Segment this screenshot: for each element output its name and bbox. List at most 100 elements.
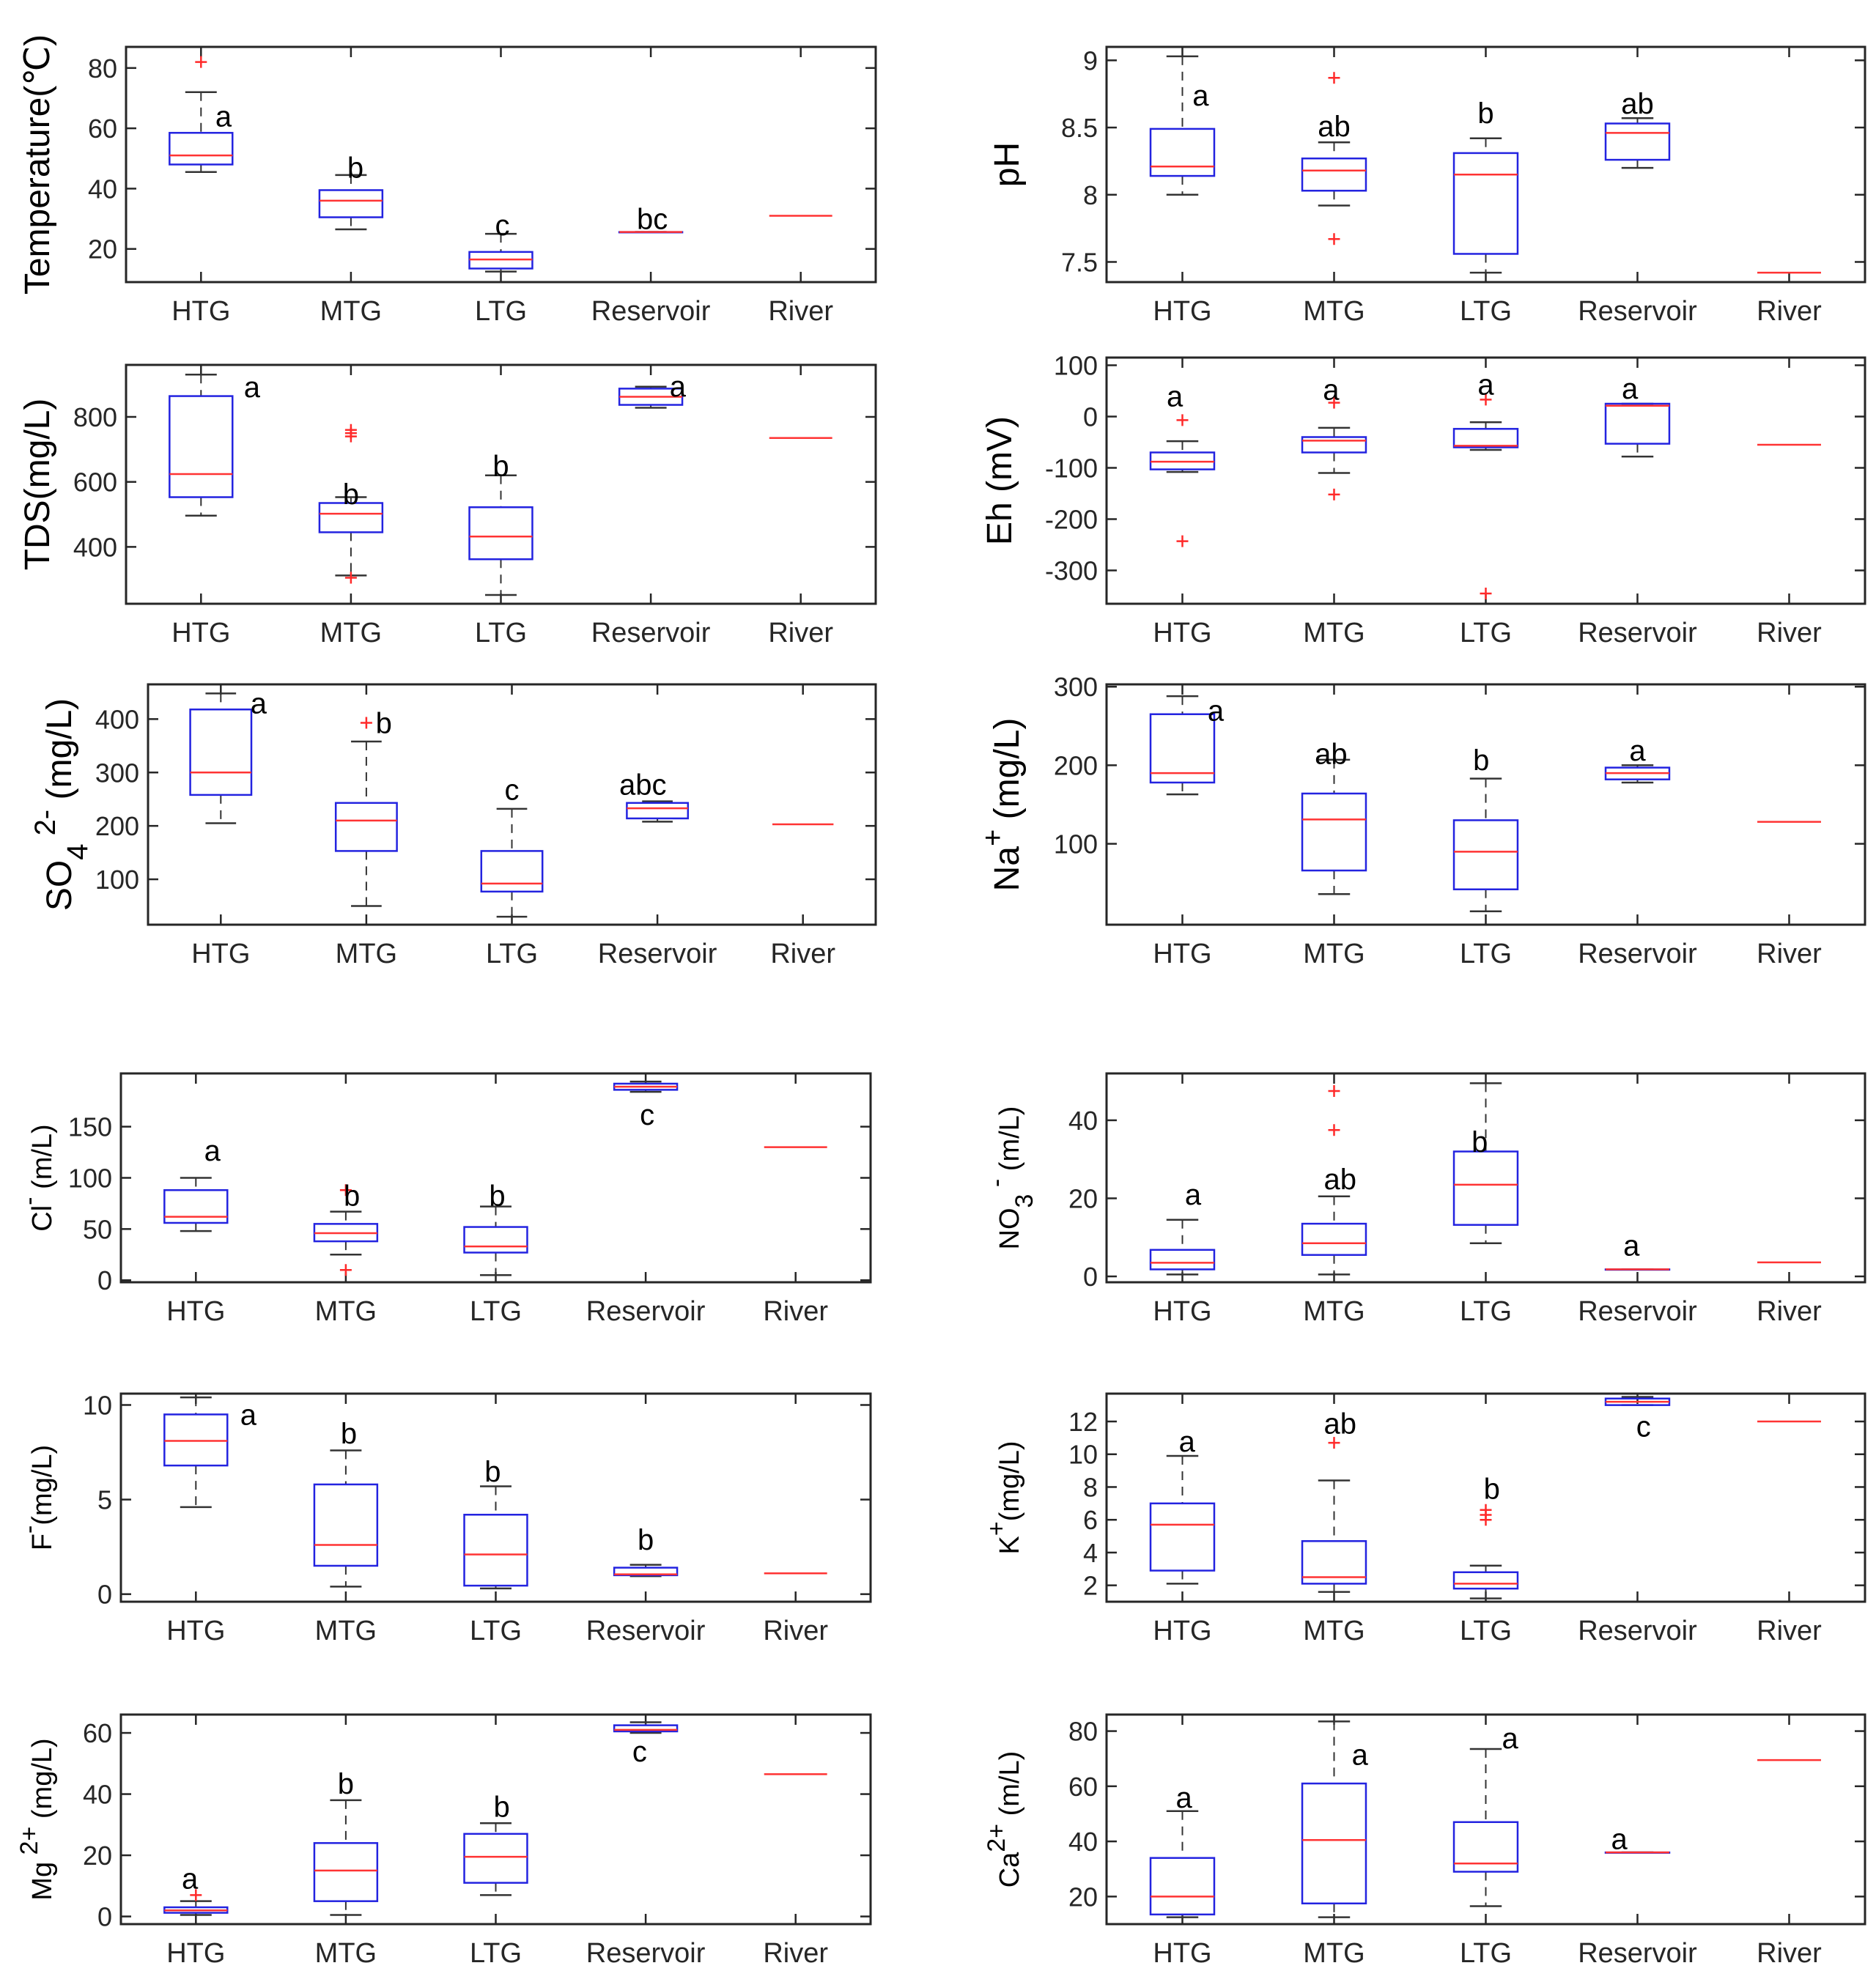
outlier-marker	[190, 1889, 202, 1901]
x-tick-label: LTG	[1460, 296, 1512, 327]
outlier-marker	[1480, 393, 1492, 406]
x-tick-label: River	[763, 1296, 828, 1327]
significance-letter: c	[495, 210, 510, 242]
outlier-marker	[1480, 588, 1492, 599]
x-tick-label: LTG	[470, 1296, 522, 1327]
iqr-box	[1452, 1571, 1519, 1590]
x-tick-label: MTG	[315, 1616, 377, 1646]
y-axis-label: Cl- (m/L)	[15, 1124, 58, 1231]
y-tick-label: 60	[1068, 1772, 1098, 1802]
x-tick-label: Reservoir	[1578, 1296, 1697, 1327]
box-reservoir	[1604, 117, 1671, 169]
outlier-marker	[1328, 396, 1340, 409]
significance-letter: a	[1185, 1179, 1202, 1211]
panel-ph: 7.5 8 8.5 9 HTG MTG LTG Reservoir River a ab b ab pH	[988, 45, 1866, 327]
outlier-marker	[1480, 1514, 1492, 1526]
y-axis-label: F-(mg/L)	[15, 1445, 58, 1550]
significance-letter: a	[1179, 1426, 1196, 1458]
x-tick-label: Reservoir	[1578, 618, 1697, 648]
axes-frame	[1105, 45, 1866, 284]
outlier-marker	[1328, 488, 1340, 500]
y-tick-label: 7.5	[1061, 247, 1098, 277]
panel-f-mg-l: 0 5 10 HTG MTG LTG Reservoir River a b b b F-(mg/L)	[15, 1390, 872, 1646]
significance-letter: b	[338, 1768, 354, 1800]
box-ltg	[468, 474, 533, 596]
significance-letter: a	[670, 371, 687, 403]
x-tick-label: HTG	[171, 296, 230, 327]
y-tick-label: 0	[1083, 1262, 1098, 1292]
outlier-marker	[344, 572, 357, 584]
iqr-box	[1301, 1782, 1367, 1905]
x-tick-label: River	[768, 296, 833, 327]
y-tick-label: 10	[83, 1390, 112, 1420]
box-htg	[1149, 1219, 1216, 1276]
y-tick-label: 8.5	[1061, 113, 1098, 143]
iqr-box	[1149, 1249, 1216, 1271]
significance-letter: b	[1473, 744, 1489, 777]
x-tick-label: MTG	[336, 939, 397, 969]
y-tick-label: 60	[83, 1718, 112, 1748]
y-tick-label: 200	[95, 811, 139, 841]
axes-frame	[119, 1392, 872, 1603]
box-reservoir	[1604, 1396, 1671, 1406]
x-tick-label: River	[1757, 939, 1822, 969]
iqr-box	[1149, 713, 1216, 784]
box-reservoir	[618, 385, 684, 409]
significance-letter: a	[1502, 1723, 1518, 1755]
y-tick-label: 0	[97, 1902, 112, 1932]
iqr-box	[468, 506, 533, 561]
x-tick-label: MTG	[1303, 1616, 1364, 1646]
x-tick-label: Reservoir	[586, 1296, 706, 1327]
x-tick-label: HTG	[1153, 296, 1211, 327]
iqr-box	[626, 802, 690, 820]
box-htg	[189, 692, 253, 824]
outlier-marker	[1328, 1437, 1340, 1449]
iqr-box	[1452, 819, 1519, 891]
significance-letter: a	[240, 1399, 257, 1431]
significance-letter: a	[1477, 369, 1494, 401]
iqr-box	[1452, 1150, 1519, 1226]
y-tick-label: 300	[95, 758, 139, 788]
outlier-marker	[1176, 414, 1189, 426]
y-tick-label: 4	[1083, 1538, 1098, 1568]
y-tick-label: 12	[1068, 1407, 1098, 1437]
significance-letter: a	[1352, 1739, 1369, 1772]
box-reservoir	[1604, 402, 1671, 458]
y-tick-label: 150	[68, 1112, 112, 1142]
iqr-box	[463, 1833, 528, 1884]
significance-letter: b	[494, 1791, 510, 1823]
x-tick-label: MTG	[1303, 1938, 1364, 1969]
iqr-box	[613, 1724, 679, 1733]
box-mtg	[318, 424, 384, 584]
y-tick-label: 8	[1083, 180, 1098, 210]
x-tick-label: HTG	[191, 939, 250, 969]
significance-letter: b	[484, 1456, 501, 1488]
x-tick-label: River	[1757, 618, 1822, 648]
box-mtg	[313, 1449, 379, 1588]
y-tick-label: 100	[95, 865, 139, 895]
significance-letter: a	[215, 101, 232, 133]
box-ltg	[1452, 1504, 1519, 1600]
x-tick-label: River	[1757, 296, 1822, 327]
significance-letter: b	[343, 478, 359, 511]
y-tick-label: 80	[1068, 1717, 1098, 1747]
box-mtg	[1301, 1437, 1367, 1593]
box-reservoir	[1604, 1268, 1671, 1271]
axes-frame	[125, 45, 877, 284]
y-tick-label: 40	[1068, 1827, 1098, 1857]
y-tick-label: 50	[83, 1214, 112, 1244]
x-tick-label: MTG	[1303, 618, 1364, 648]
significance-letter: a	[1323, 374, 1340, 406]
box-reservoir	[613, 1721, 679, 1734]
x-tick-label: HTG	[1153, 1296, 1211, 1327]
outlier-marker	[1328, 72, 1340, 84]
y-axis-label: NO3 - (m/L)	[983, 1106, 1038, 1250]
outlier-marker	[360, 717, 372, 729]
significance-letter: a	[1192, 80, 1209, 112]
x-tick-label: HTG	[166, 1616, 225, 1646]
significance-letter: b	[344, 1180, 360, 1212]
